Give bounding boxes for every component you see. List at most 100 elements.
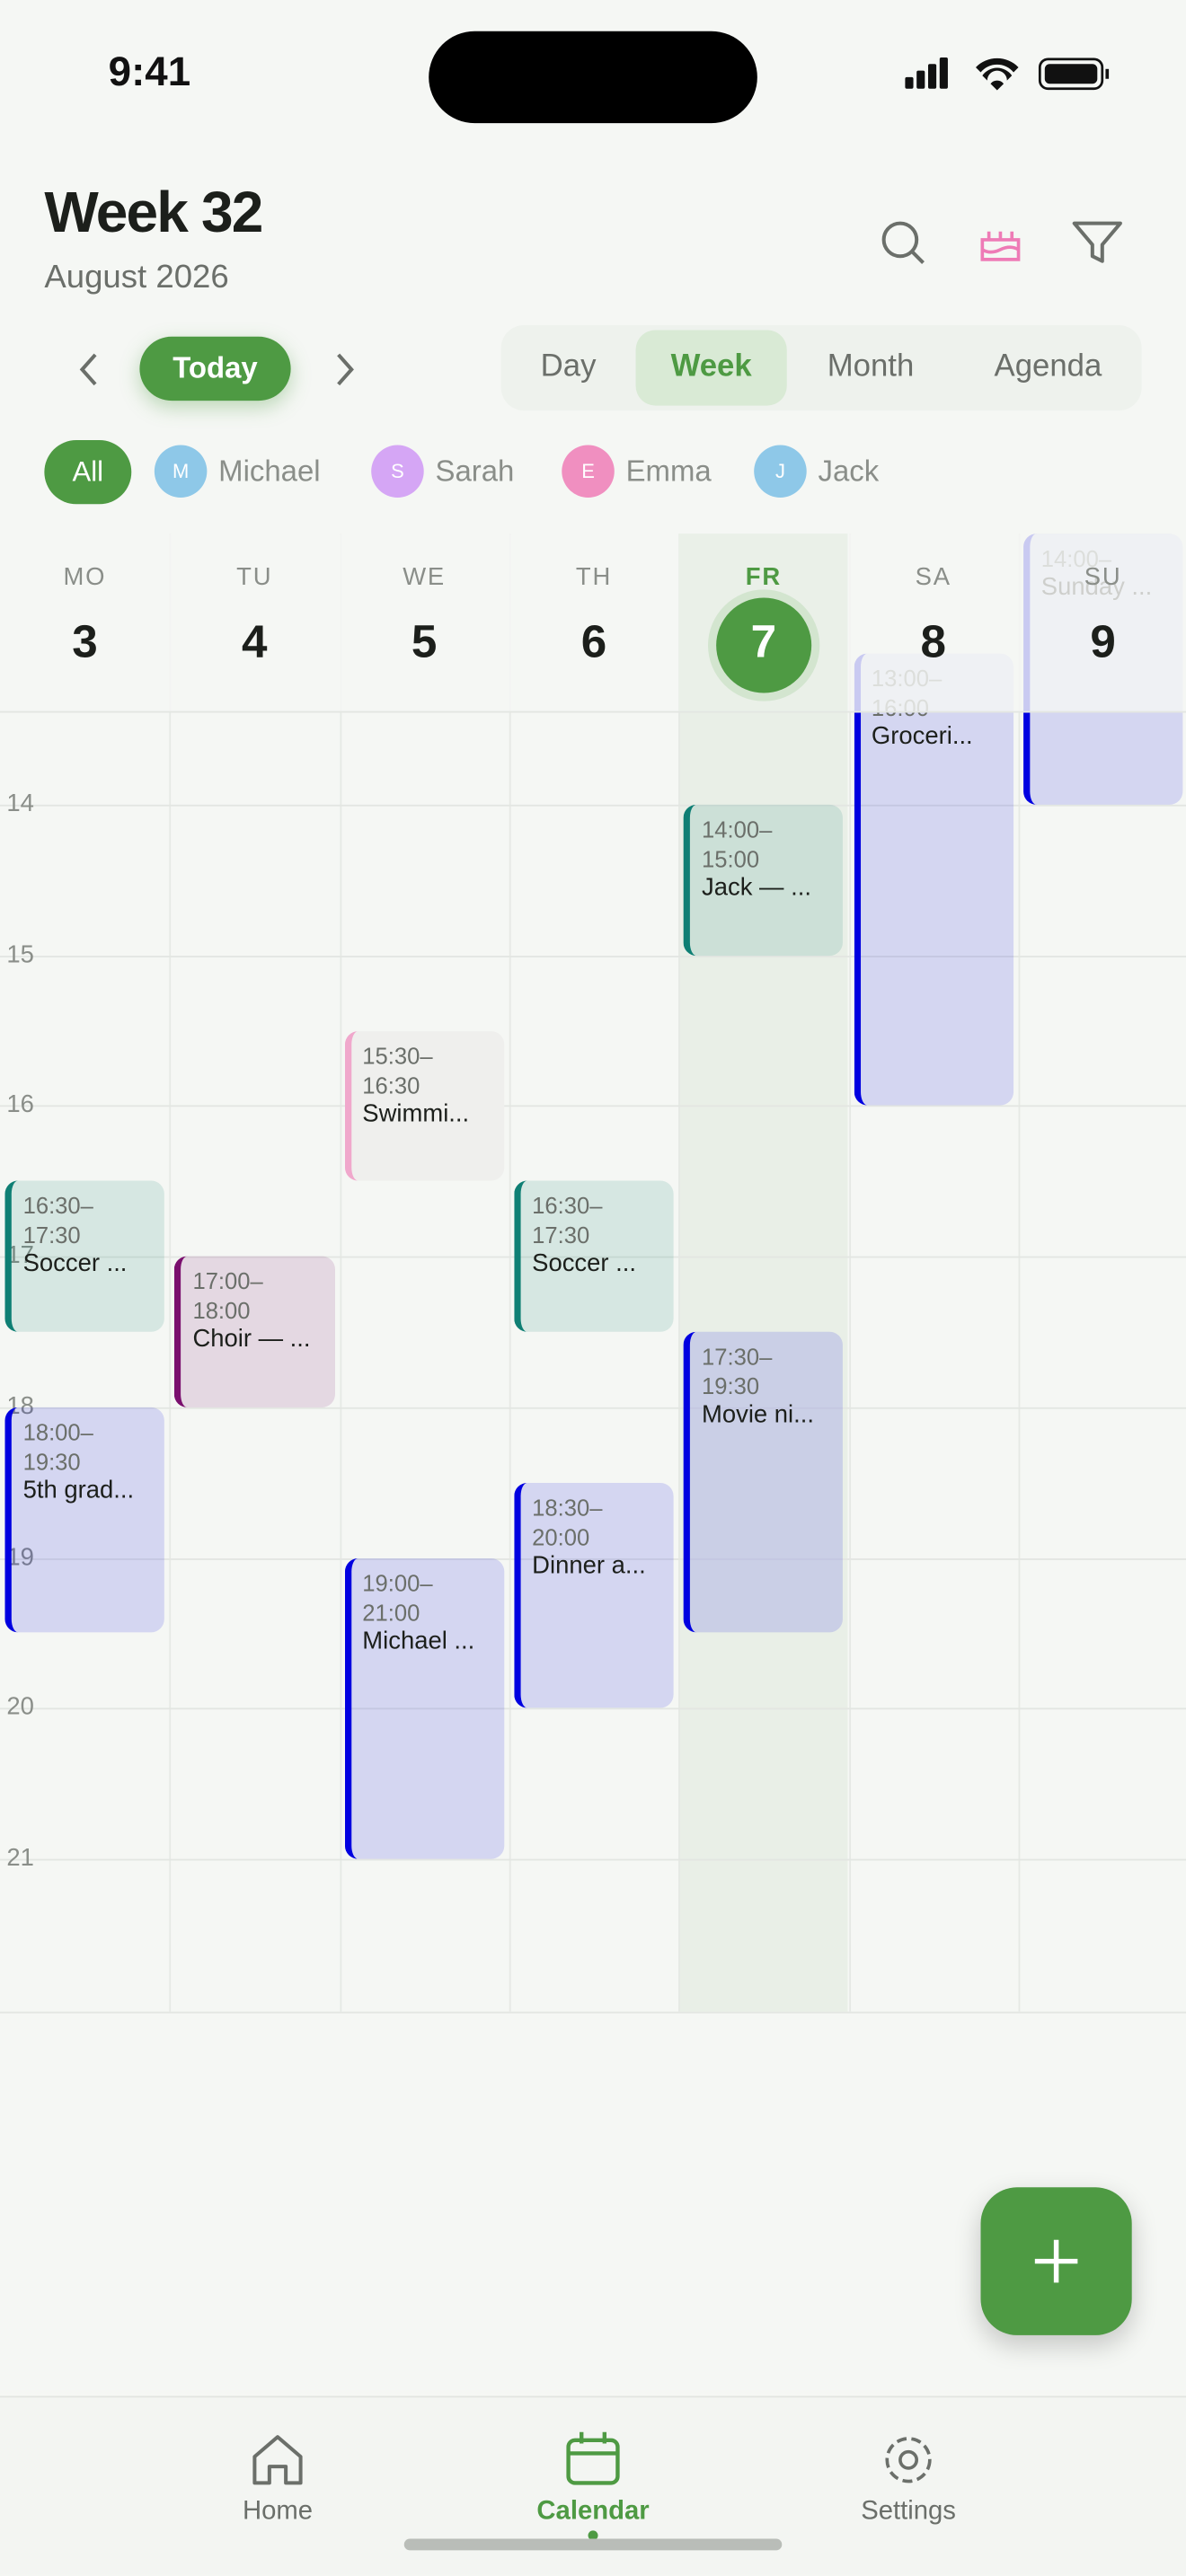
- event-start: 17:30–: [702, 1343, 773, 1370]
- event[interactable]: 17:00– 18:00 Choir — ...: [174, 1256, 335, 1407]
- day-number: 3: [72, 615, 98, 667]
- tab-icons: [252, 2431, 932, 2485]
- day-number: 6: [580, 615, 607, 667]
- add-button[interactable]: [980, 2187, 1132, 2335]
- view-tab[interactable]: Agenda: [994, 349, 1102, 384]
- home-indicator: [403, 2538, 783, 2551]
- event[interactable]: 18:00– 19:30 5th grad...: [4, 1407, 165, 1633]
- hour-label: 20: [6, 1693, 34, 1722]
- event-start: 19:00–: [362, 1568, 433, 1596]
- tab-indicator: [588, 2530, 598, 2541]
- event[interactable]: 16:30– 17:30 Soccer ...: [4, 1181, 165, 1332]
- event-title: Dinner a...: [532, 1551, 646, 1580]
- hour-label: 15: [6, 940, 34, 969]
- view-switcher: [500, 325, 1142, 411]
- day-column: [678, 534, 849, 2012]
- event-start: 17:00–: [192, 1267, 263, 1294]
- header-actions[interactable]: [871, 210, 1134, 276]
- day-column: [169, 534, 340, 2012]
- day-abbr: TH: [575, 563, 613, 592]
- title: Week 32: [44, 181, 263, 245]
- filter-name[interactable]: Emma: [625, 454, 712, 489]
- filter-name[interactable]: Michael: [218, 454, 321, 489]
- day-abbr: SU: [1084, 563, 1122, 592]
- tab-label[interactable]: Home: [242, 2497, 314, 2526]
- day-abbr: SA: [915, 563, 951, 592]
- hour-line: [0, 1407, 1186, 1409]
- hour-line: [0, 804, 1186, 807]
- status-time: 9:41: [108, 49, 191, 96]
- dynamic-island: [429, 31, 757, 124]
- day-number: 5: [411, 615, 438, 667]
- event-title: Michael ...: [362, 1626, 475, 1655]
- day-abbr: FR: [745, 563, 782, 592]
- hour-label: 14: [6, 790, 34, 818]
- status-icons: [905, 57, 1110, 91]
- event[interactable]: 15:30– 16:30 Swimmi...: [344, 1030, 505, 1181]
- event-end: 17:30: [22, 1222, 81, 1248]
- event-title: 5th grad...: [22, 1476, 135, 1504]
- day-header: [0, 534, 1186, 713]
- filter-name[interactable]: Jack: [818, 454, 880, 489]
- hour-label: 16: [6, 1090, 34, 1119]
- day-column: [848, 534, 1018, 2012]
- day-number: 8: [920, 615, 946, 667]
- event-title: Choir — ...: [192, 1325, 311, 1354]
- day-number: 9: [1090, 615, 1116, 667]
- event-start: 18:00–: [22, 1418, 93, 1445]
- hour-line: [0, 955, 1186, 957]
- event-end: 19:30: [22, 1448, 81, 1475]
- event-title: Soccer ...: [532, 1249, 637, 1278]
- today-button[interactable]: Today: [139, 336, 291, 401]
- filter-name[interactable]: Sarah: [435, 454, 515, 489]
- event-start: 15:30–: [362, 1042, 433, 1069]
- day-abbr: MO: [63, 563, 107, 592]
- event-title: Swimmi...: [362, 1099, 470, 1128]
- event-title: Soccer ...: [22, 1249, 128, 1278]
- avatar[interactable]: E: [562, 445, 615, 498]
- day-number: 4: [242, 615, 268, 667]
- event-end: 17:30: [532, 1222, 590, 1248]
- view-tab[interactable]: Day: [540, 349, 597, 384]
- event[interactable]: 17:30– 19:30 Movie ni...: [683, 1331, 844, 1633]
- day-abbr: TU: [236, 563, 273, 592]
- hour-label: 21: [6, 1843, 34, 1873]
- event-start: 16:30–: [22, 1192, 93, 1220]
- event[interactable]: 13:00–16:00Groceri...: [853, 654, 1013, 1107]
- view-tab[interactable]: Week: [635, 330, 787, 406]
- hour-line: [0, 1106, 1186, 1107]
- event-title: Jack — ...: [702, 873, 811, 902]
- tab-label[interactable]: Settings: [861, 2497, 956, 2526]
- event[interactable]: 18:30– 20:00 Dinner a...: [514, 1482, 674, 1708]
- day-column: [1018, 534, 1186, 2012]
- grid-bottom: [0, 2011, 1186, 2014]
- event[interactable]: 16:30– 17:30 Soccer ...: [514, 1181, 674, 1332]
- event-end: 16:30: [362, 1072, 420, 1098]
- hour-line: [0, 1707, 1186, 1710]
- event-start: 16:30–: [532, 1192, 603, 1220]
- today-circle: [715, 597, 811, 693]
- event-title: Groceri...: [871, 722, 973, 752]
- day-column: [509, 534, 679, 2012]
- hour-line: [0, 1256, 1186, 1258]
- avatar[interactable]: J: [754, 445, 807, 498]
- avatar[interactable]: M: [154, 445, 208, 498]
- filter-all[interactable]: All: [44, 439, 132, 505]
- event-start: 14:00–: [702, 816, 773, 842]
- day-abbr: WE: [403, 563, 447, 592]
- view-tab[interactable]: Month: [827, 349, 915, 384]
- event-title: Movie ni...: [702, 1400, 815, 1429]
- event-end: 19:30: [702, 1372, 760, 1399]
- event[interactable]: 14:00– 15:00 Jack — ...: [683, 804, 844, 956]
- event-start: 18:30–: [532, 1494, 603, 1521]
- avatar[interactable]: S: [371, 445, 424, 498]
- event-end: 15:00: [702, 845, 760, 872]
- event-end: 18:00: [192, 1297, 251, 1324]
- subtitle: August 2026: [44, 259, 229, 296]
- hour-line: [0, 1858, 1186, 1861]
- week-nav[interactable]: [66, 345, 377, 394]
- event[interactable]: 19:00– 21:00 Michael ...: [344, 1557, 505, 1859]
- tab-label[interactable]: Calendar: [536, 2497, 650, 2526]
